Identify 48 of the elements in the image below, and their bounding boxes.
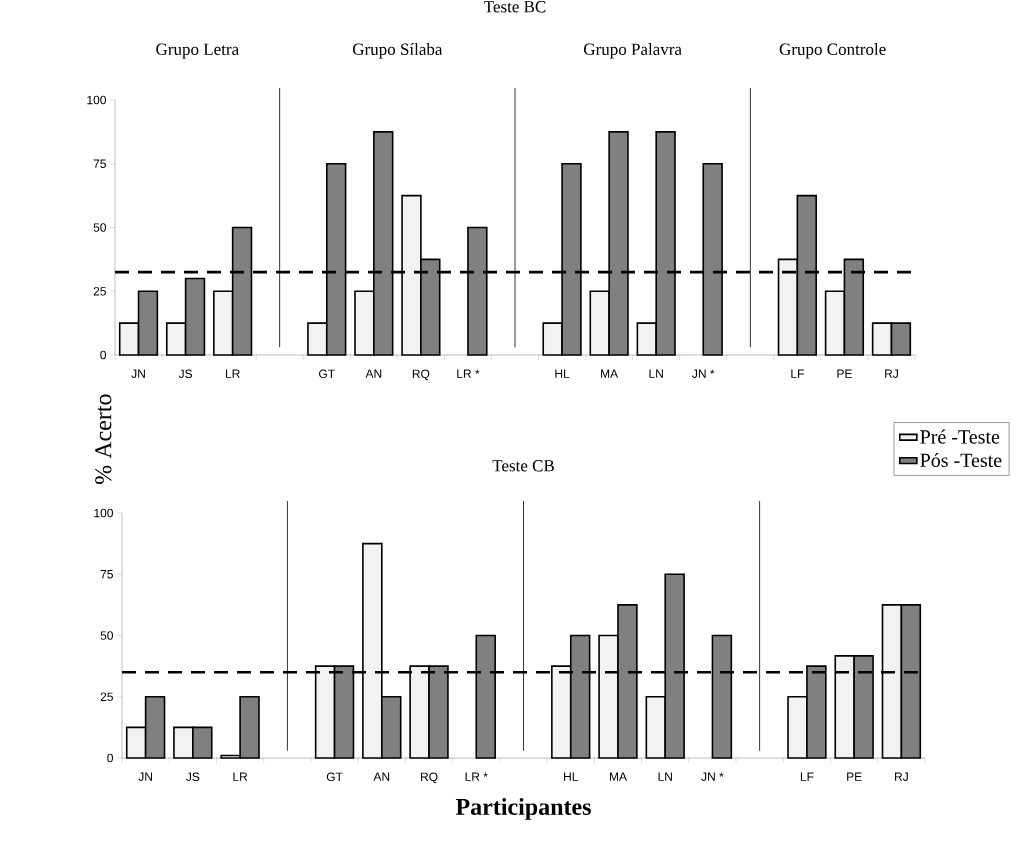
x-tick-label: RJ xyxy=(895,772,908,781)
chart-title: Teste CB xyxy=(492,460,554,472)
y-tick-label: 0 xyxy=(107,753,114,763)
text: Grupo Sílaba xyxy=(352,43,443,59)
y-tick-label: 100 xyxy=(94,508,113,518)
text: Grupo Palavra xyxy=(584,43,682,59)
x-tick-label: GT xyxy=(319,369,335,379)
x-tick-label: PE xyxy=(837,369,852,378)
y-tick-label: 75 xyxy=(93,159,106,168)
y-tick-label: 100 xyxy=(87,95,106,105)
y-tick-label: 75 xyxy=(100,570,113,579)
x-tick-label: JN * xyxy=(701,772,724,781)
x-tick-label: JN xyxy=(138,772,152,781)
x-tick-label: LF xyxy=(800,772,814,781)
text: Grupo Controle xyxy=(779,43,886,59)
x-tick-label: PE xyxy=(847,772,862,781)
x-tick-label: JN * xyxy=(692,369,715,378)
y-tick-label: 25 xyxy=(93,287,106,296)
x-tick-label: LF xyxy=(791,369,804,378)
x-tick-label: RQ xyxy=(421,772,438,784)
chart-title: Teste BC xyxy=(484,1,546,13)
legend-label: Pós -Teste xyxy=(920,452,1002,468)
y-tick-label: 0 xyxy=(100,350,107,360)
y-axis-title: % Acerto xyxy=(95,394,112,484)
x-tick-label: LR xyxy=(225,369,240,378)
x-axis-title: Participantes xyxy=(455,798,591,820)
x-tick-label: JS xyxy=(178,369,193,379)
text: Grupo Letra xyxy=(156,43,239,59)
x-tick-label: RQ xyxy=(412,369,430,381)
y-tick-label: 25 xyxy=(100,692,113,701)
x-tick-label: LR * xyxy=(457,369,480,378)
x-tick-label: MA xyxy=(601,369,619,378)
x-tick-label: RJ xyxy=(885,369,898,378)
x-tick-label: LN xyxy=(649,369,663,378)
x-tick-label: LR xyxy=(233,772,248,781)
x-tick-label: LR * xyxy=(465,772,488,781)
x-tick-label: HL xyxy=(564,772,579,781)
x-tick-label: GT xyxy=(326,772,343,782)
x-tick-label: LN xyxy=(658,772,672,781)
legend-label: Pré -Teste xyxy=(920,429,1000,444)
y-tick-label: 50 xyxy=(100,631,113,640)
x-tick-label: AN xyxy=(365,369,382,378)
x-tick-label: JN xyxy=(131,369,145,378)
x-tick-label: JS xyxy=(186,772,200,782)
x-tick-label: HL xyxy=(555,369,570,378)
x-tick-label: AN xyxy=(373,772,390,781)
x-tick-label: MA xyxy=(609,772,627,781)
y-tick-label: 50 xyxy=(93,223,106,232)
